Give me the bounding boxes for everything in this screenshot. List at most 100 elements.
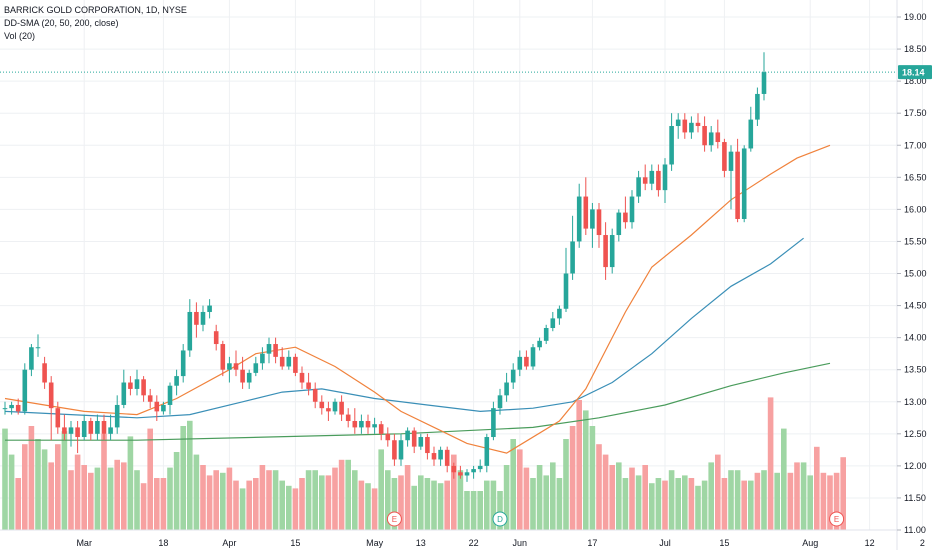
sma-indicator-label[interactable]: DD-SMA (20, 50, 200, close) <box>4 18 119 28</box>
candle-body <box>530 347 536 367</box>
volume-bar <box>682 475 688 530</box>
x-tick-label: 2 <box>920 538 925 548</box>
volume-bar <box>127 436 134 530</box>
candle-body <box>557 308 562 319</box>
candle-body <box>656 170 661 191</box>
volume-bar <box>800 462 807 530</box>
volume-bar <box>154 478 160 530</box>
y-tick-label: 14.00 <box>904 333 927 343</box>
candle-body <box>9 404 14 409</box>
volume-bar <box>668 470 675 530</box>
candle-body <box>306 382 311 389</box>
candle-body <box>22 369 28 412</box>
volume-bar <box>761 470 767 530</box>
sma20-line <box>4 144 831 454</box>
candle-body <box>537 340 542 348</box>
volume-bar <box>510 439 516 530</box>
volume-bar <box>787 472 794 530</box>
candle-body <box>213 331 219 345</box>
candle-body <box>444 449 450 466</box>
price-label: 18.14 <box>902 68 925 78</box>
volume-bar <box>220 472 226 530</box>
candle-body <box>405 430 410 441</box>
volume-bar <box>695 485 701 530</box>
candle-body <box>451 465 457 473</box>
volume-bar <box>266 470 272 530</box>
candle-body <box>510 369 516 383</box>
candle-body <box>194 311 199 325</box>
candle-body <box>253 363 259 373</box>
volume-bar <box>312 470 318 530</box>
candle-body <box>220 344 226 370</box>
volume-bar <box>451 454 457 530</box>
candle-body <box>55 408 61 428</box>
volume-bar <box>774 472 780 530</box>
x-tick-label: 13 <box>416 538 426 548</box>
volume-bar <box>107 467 114 530</box>
volume-bar <box>15 478 21 530</box>
y-tick-label: 16.50 <box>904 172 927 182</box>
volume-bar <box>563 439 569 530</box>
candle-body <box>708 132 714 146</box>
volume-bar <box>589 426 596 530</box>
x-tick-label: 17 <box>587 538 597 548</box>
volume-bar <box>715 454 721 530</box>
volume-bar <box>74 454 81 530</box>
volume-bar <box>444 480 450 530</box>
y-tick-label: 13.50 <box>904 365 927 375</box>
x-tick-label: Apr <box>222 538 236 548</box>
candle-body <box>167 385 173 405</box>
volume-bar <box>550 462 556 530</box>
candle-body <box>62 427 67 434</box>
dividend-marker[interactable] <box>492 511 508 527</box>
y-tick-label: 19.00 <box>904 12 927 22</box>
symbol-title: BARRICK GOLD CORPORATION, 1D, NYSE <box>4 5 187 15</box>
volume-bar <box>48 462 54 530</box>
volume-bar <box>596 444 602 530</box>
sma-lines <box>4 144 831 454</box>
earnings-marker[interactable] <box>829 511 845 527</box>
volume-bar <box>602 454 609 530</box>
volume-bar <box>556 478 563 530</box>
y-tick-label: 11.50 <box>904 493 926 503</box>
volume-bar <box>424 478 431 530</box>
volume-bar <box>490 480 497 530</box>
y-tick-label: 18.00 <box>904 76 927 86</box>
candle-body <box>161 404 166 412</box>
marker-label: D <box>497 515 503 524</box>
volume-bar <box>583 410 589 530</box>
earnings-marker[interactable] <box>386 511 402 527</box>
volume-bar <box>833 472 840 530</box>
candle-body <box>471 469 476 473</box>
candle-body <box>141 379 146 396</box>
candle-body <box>48 382 54 409</box>
volume-bar <box>477 491 483 530</box>
volume-bar <box>470 491 477 530</box>
candle-body <box>233 363 239 370</box>
volume-bar <box>81 465 87 530</box>
x-tick-label: 18 <box>158 538 168 548</box>
candle-body <box>438 449 443 460</box>
volume-bar <box>701 480 708 530</box>
candle-body <box>735 151 740 219</box>
volume-bar <box>226 467 233 530</box>
volume-bar <box>622 478 629 530</box>
candle-body <box>715 132 721 143</box>
volume-bar <box>180 426 186 530</box>
volume-indicator-label[interactable]: Vol (20) <box>4 31 36 41</box>
volume-bar <box>167 467 173 530</box>
volume-bar <box>609 465 615 530</box>
candle-body <box>29 347 34 370</box>
volume-bar <box>292 488 299 530</box>
y-tick-label: 13.00 <box>904 397 927 407</box>
candle-body <box>319 401 325 409</box>
volume-bar <box>517 449 523 530</box>
volume-bar <box>794 462 800 530</box>
candle-body <box>576 196 582 242</box>
candle-body <box>345 414 351 421</box>
volume-bar <box>484 480 490 530</box>
candle-body <box>260 353 265 364</box>
volume-bar <box>754 472 761 530</box>
